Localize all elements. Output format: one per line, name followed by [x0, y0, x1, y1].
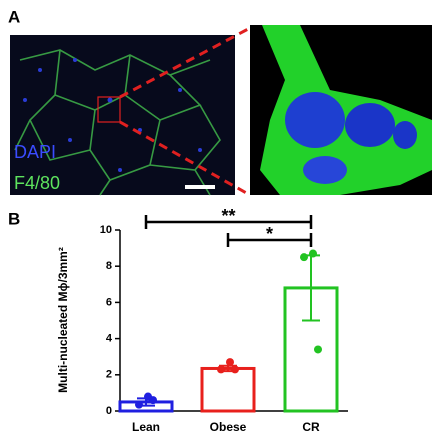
data-point	[231, 365, 239, 374]
data-point	[300, 253, 308, 262]
data-point	[226, 358, 234, 367]
y-tick-label: 4	[106, 333, 113, 345]
x-tick-label: CR	[302, 420, 320, 434]
y-tick-label: 8	[106, 260, 112, 272]
zoom-connector	[119, 26, 251, 197]
significance-bracket	[144, 215, 313, 229]
y-tick-label: 2	[106, 369, 112, 381]
panel-label: A	[8, 7, 20, 26]
x-tick-label: Lean	[132, 420, 160, 434]
y-axis-label: Multi-nucleated Mϕ/3mm²	[56, 247, 70, 393]
bar	[200, 366, 256, 413]
significance-bracket	[226, 233, 313, 247]
y-tick-label: 6	[106, 296, 112, 308]
x-tick-label: Obese	[210, 420, 247, 434]
stain-label: F4/80	[14, 173, 60, 193]
significance-label: **	[221, 206, 235, 226]
zoom-image	[250, 25, 432, 195]
y-tick-label: 10	[100, 224, 112, 236]
data-point	[217, 365, 225, 374]
significance-label: *	[266, 224, 273, 244]
data-point	[149, 396, 157, 405]
data-point	[309, 249, 317, 258]
data-point	[314, 345, 322, 354]
panel-label: B	[8, 209, 20, 228]
y-tick-label: 0	[106, 405, 112, 417]
stain-label: DAPI	[14, 142, 56, 162]
micrograph: DAPI F4/80	[10, 35, 235, 196]
data-point	[135, 400, 143, 409]
